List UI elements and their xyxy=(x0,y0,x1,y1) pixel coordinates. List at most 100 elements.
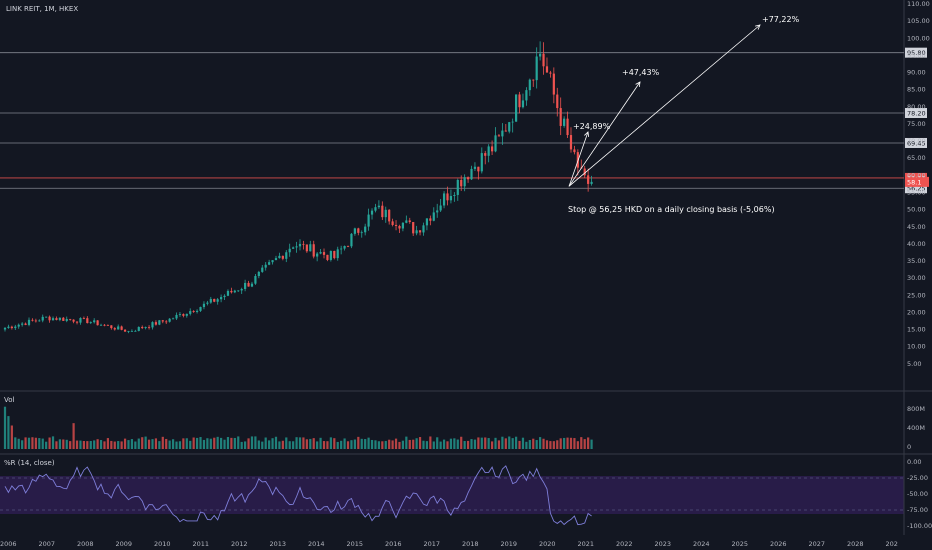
candle-body xyxy=(552,73,555,95)
candle-body xyxy=(123,329,127,332)
candle-body xyxy=(189,311,192,314)
volume-bar xyxy=(511,438,514,449)
volume-bar xyxy=(401,440,405,449)
price-tick-label: 65.00 xyxy=(907,154,926,162)
volume-bar xyxy=(539,437,542,449)
volume-bar xyxy=(316,441,319,449)
candle-body xyxy=(545,66,549,73)
volume-bar xyxy=(508,436,511,449)
candle-body xyxy=(542,53,545,67)
candle-body xyxy=(556,94,559,109)
volume-bar xyxy=(158,441,161,449)
price-tick-label: 60.00 xyxy=(907,171,926,179)
volume-bar xyxy=(250,436,254,449)
volume-bar xyxy=(209,438,212,449)
candle-body xyxy=(141,327,144,329)
candle-body xyxy=(326,254,329,260)
candle-body xyxy=(202,303,206,308)
volume-bar xyxy=(418,437,422,449)
candle-body xyxy=(165,321,168,323)
candle-body xyxy=(99,324,103,326)
candle-body xyxy=(511,121,514,123)
volume-bar xyxy=(261,441,264,449)
x-tick-label: 2018 xyxy=(462,540,479,548)
volume-bar xyxy=(350,440,353,449)
volume-bar xyxy=(333,438,336,449)
candle-body xyxy=(281,255,284,259)
volume-bar xyxy=(302,437,305,449)
candle-body xyxy=(216,299,219,302)
target-arrowhead-2 xyxy=(635,81,641,88)
candle-body xyxy=(525,90,528,101)
volume-bar xyxy=(518,440,521,449)
volume-tick-label: 800M xyxy=(907,405,925,413)
candle-body xyxy=(244,282,247,289)
candle-body xyxy=(364,226,367,233)
volume-bar xyxy=(7,416,10,449)
candle-body xyxy=(261,267,264,272)
candle-body xyxy=(346,245,350,247)
wpr-tick-label: -75.00 xyxy=(907,506,928,514)
candle-body xyxy=(185,313,188,316)
volume-bar xyxy=(27,437,31,449)
candle-body xyxy=(120,326,123,330)
candle-body xyxy=(285,252,288,259)
volume-bar xyxy=(566,437,569,449)
volume-bar xyxy=(312,438,315,449)
price-tick-label: 45.00 xyxy=(907,223,926,231)
volume-bar xyxy=(490,441,494,449)
volume-bar xyxy=(329,437,332,449)
candle-body xyxy=(504,130,507,132)
candle-body xyxy=(3,327,7,330)
candle-body xyxy=(463,177,466,187)
volume-bar xyxy=(388,439,391,449)
volume-bar xyxy=(295,437,298,449)
candle-body xyxy=(473,166,477,169)
volume-bar xyxy=(446,441,449,449)
candle-body xyxy=(360,232,363,234)
candle-body xyxy=(137,327,140,331)
volume-bar xyxy=(285,437,288,449)
volume-bar xyxy=(34,437,37,449)
volume-bar xyxy=(415,438,418,449)
volume-bar xyxy=(422,440,425,449)
candle-body xyxy=(192,311,195,312)
candle-body xyxy=(292,247,295,249)
candle-body xyxy=(134,330,137,332)
volume-bar xyxy=(41,438,44,449)
price-tick-label: 90.00 xyxy=(907,69,926,77)
candle-body xyxy=(501,130,504,137)
candle-body xyxy=(89,322,92,324)
price-tick-label: 40.00 xyxy=(907,240,926,248)
candle-body xyxy=(398,225,401,229)
price-level-tag-label: 78.20 xyxy=(907,109,926,117)
candle-body xyxy=(336,249,339,259)
candle-body xyxy=(521,100,525,108)
price-tick-label: 5.00 xyxy=(907,360,921,368)
price-tick-label: 105.00 xyxy=(907,17,930,25)
volume-bar xyxy=(405,436,408,449)
x-tick-label: 2025 xyxy=(732,540,749,548)
candle-body xyxy=(130,331,134,332)
volume-bar xyxy=(278,441,281,449)
volume-bar xyxy=(168,440,171,449)
candle-body xyxy=(75,321,79,323)
volume-bar xyxy=(21,440,24,449)
price-tick-label: 30.00 xyxy=(907,274,926,282)
candle-body xyxy=(439,205,442,211)
volume-bar xyxy=(199,437,202,449)
x-tick-label: 2021 xyxy=(578,540,595,548)
price-level-tag-label: 69.45 xyxy=(907,139,926,147)
volume-bar xyxy=(151,439,154,449)
volume-bar xyxy=(14,437,17,449)
price-tick-label: 20.00 xyxy=(907,308,926,316)
volume-bar xyxy=(99,440,103,449)
candle-body xyxy=(34,320,37,322)
x-tick-label: 2023 xyxy=(655,540,672,548)
price-level-tag-label: 56.25 xyxy=(907,185,926,193)
candle-body xyxy=(144,327,147,329)
candle-body xyxy=(233,290,236,293)
volume-bar xyxy=(165,438,168,449)
x-tick-label: 2009 xyxy=(116,540,133,548)
